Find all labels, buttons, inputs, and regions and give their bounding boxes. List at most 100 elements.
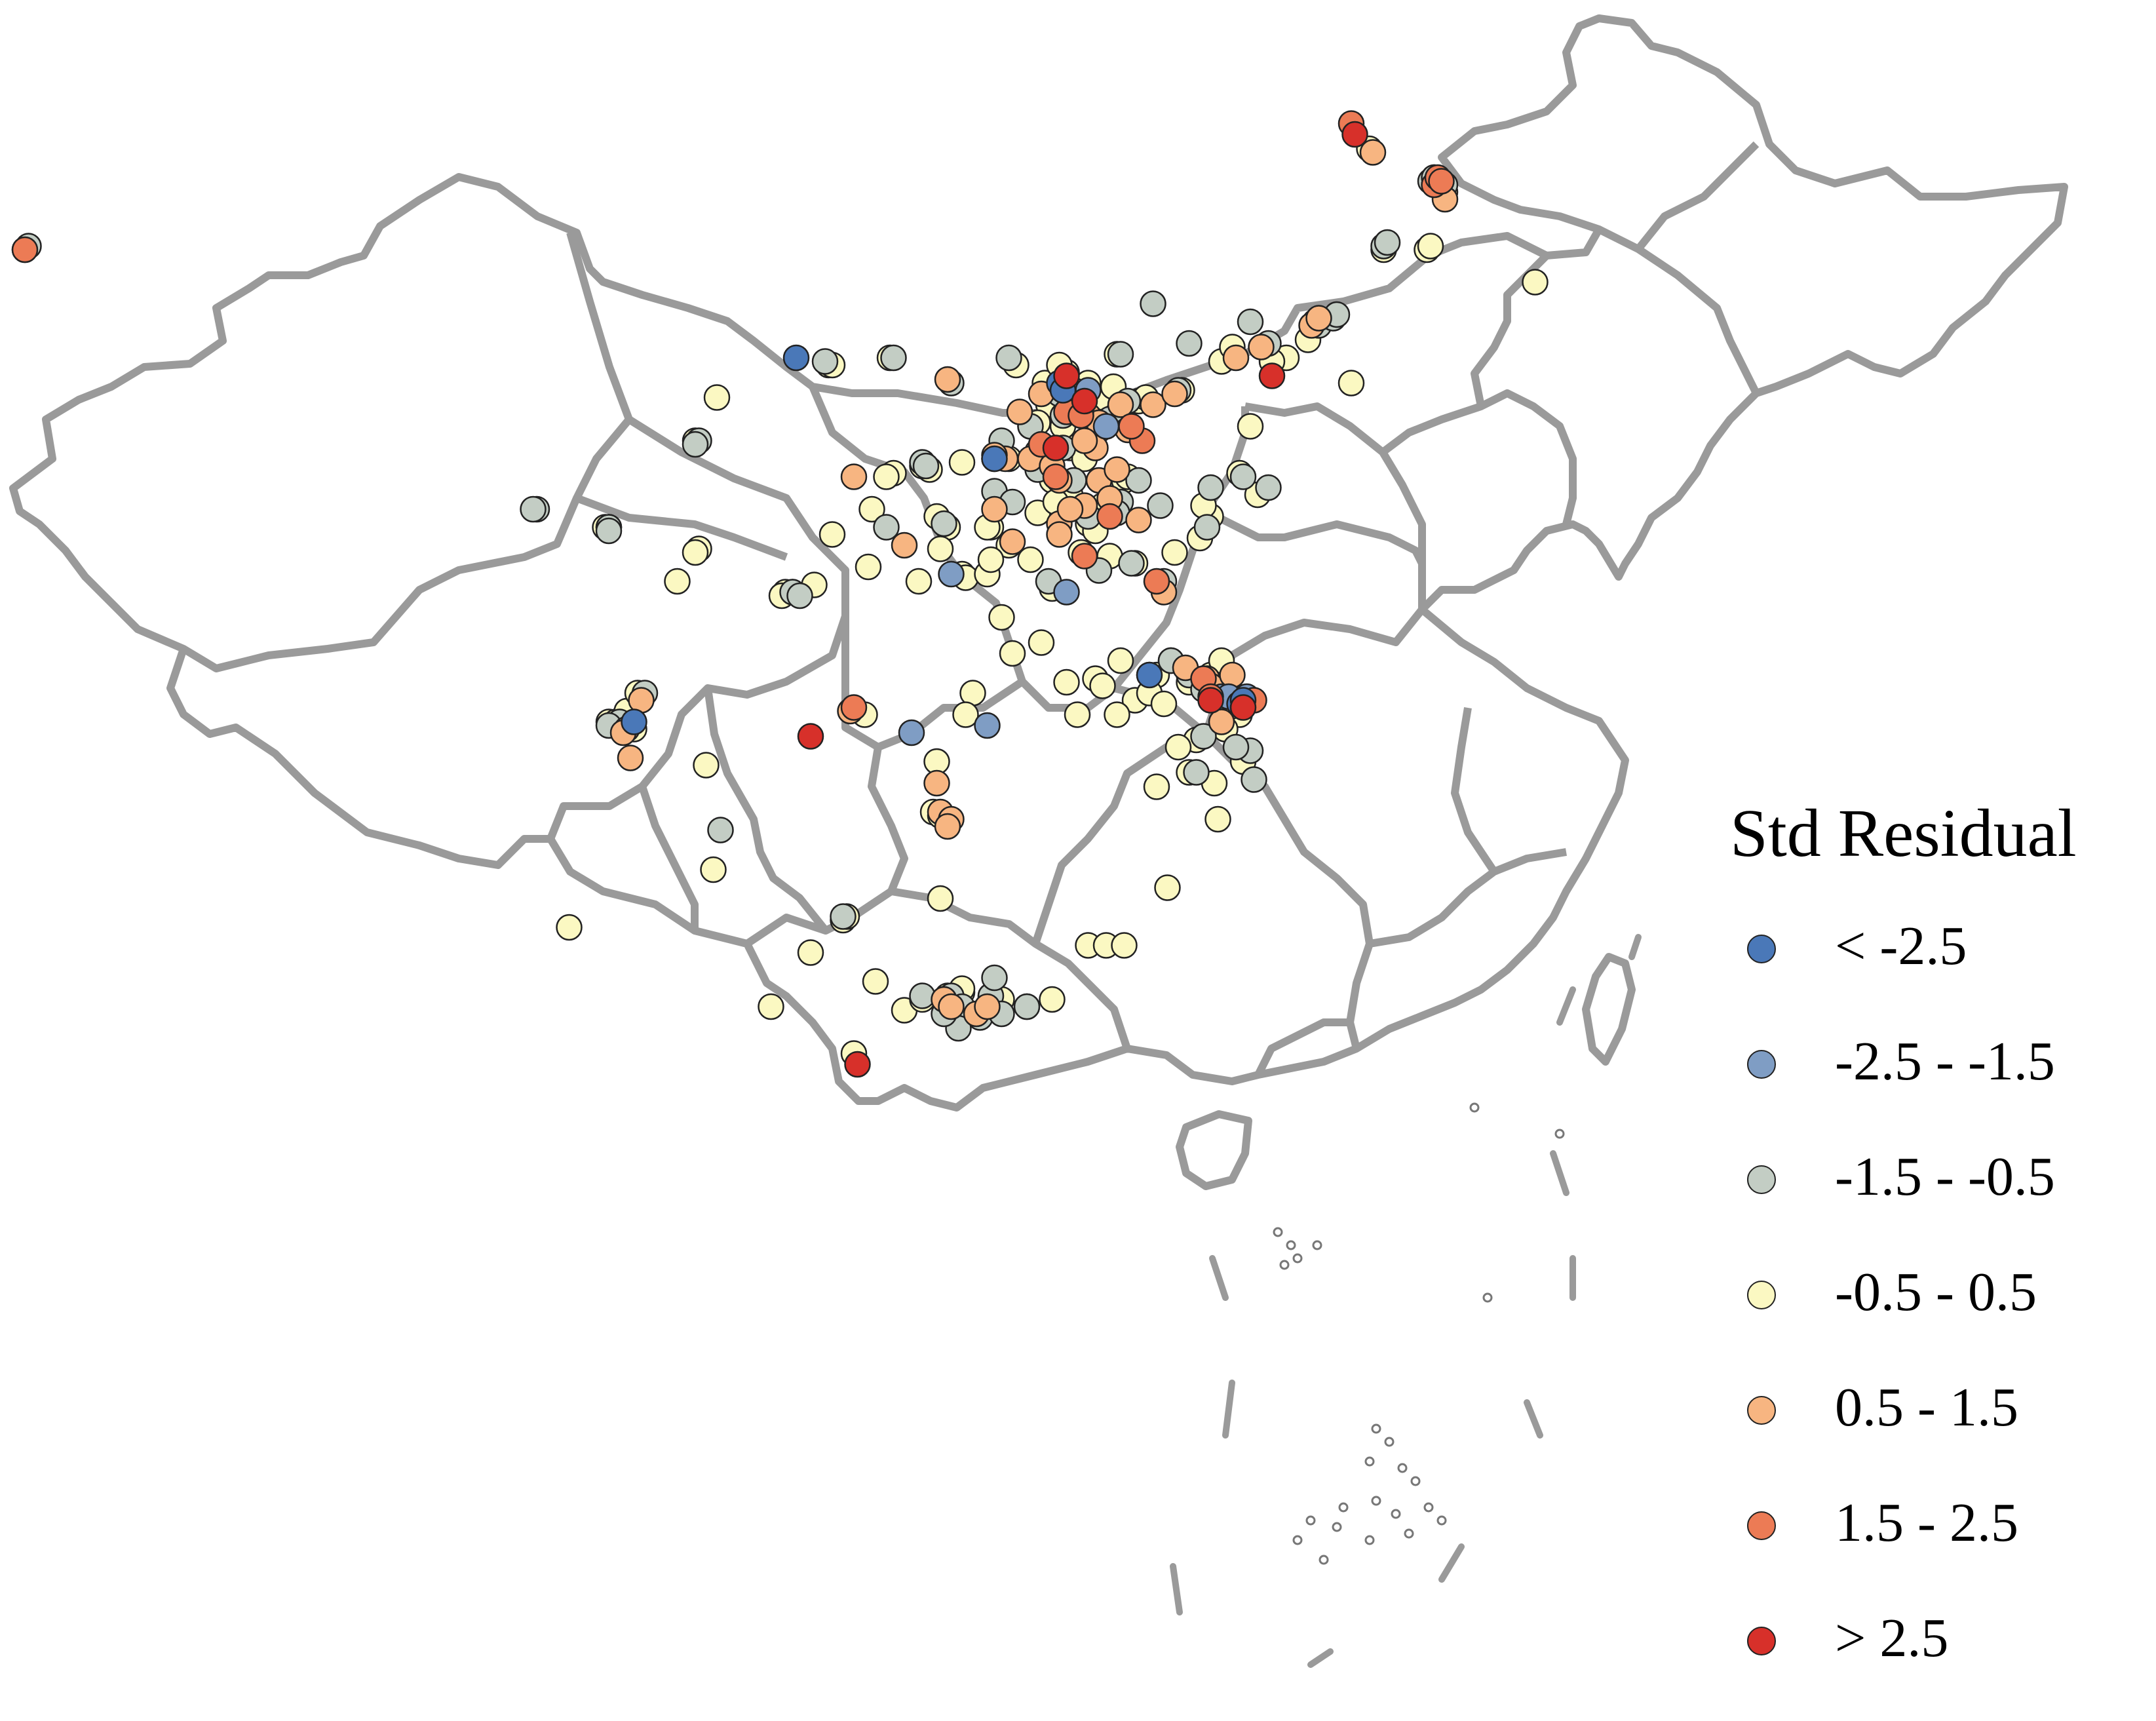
station-point — [1071, 427, 1098, 454]
island-marker — [1305, 1515, 1316, 1526]
station-point — [934, 813, 961, 840]
island-marker — [1397, 1463, 1408, 1473]
station-point — [1092, 413, 1120, 440]
station-point — [786, 582, 813, 609]
station-point — [1006, 398, 1033, 425]
station-point — [1222, 344, 1250, 372]
station-point — [782, 344, 810, 372]
station-point — [682, 431, 709, 458]
province-boundary — [1380, 389, 1577, 526]
legend-item: -2.5 - -1.5 — [1730, 1029, 2149, 1144]
station-point — [1143, 773, 1170, 800]
station-point — [1229, 463, 1257, 490]
island-marker — [1312, 1240, 1322, 1250]
island-marker — [1371, 1423, 1381, 1434]
station-point — [927, 535, 954, 562]
station-point — [664, 568, 691, 595]
island-marker — [1364, 1456, 1375, 1467]
island-marker — [1391, 1509, 1401, 1519]
station-point — [981, 445, 1008, 473]
south-china-sea-islands — [1170, 934, 1642, 1668]
maritime-boundary-dash — [1556, 986, 1576, 1026]
legend-item: 0.5 - 1.5 — [1730, 1375, 2149, 1490]
legend-item: > 2.5 — [1730, 1606, 2149, 1721]
island-marker — [1279, 1260, 1290, 1270]
station-point — [1039, 986, 1066, 1013]
station-point — [873, 514, 900, 541]
legend-label: 1.5 - 2.5 — [1835, 1492, 2018, 1553]
station-point — [909, 982, 936, 1009]
maritime-boundary-dash — [1170, 1563, 1183, 1615]
island-marker — [1292, 1535, 1303, 1545]
station-point — [818, 521, 846, 548]
province-boundary — [181, 231, 633, 672]
station-point — [707, 817, 734, 843]
legend-item: -1.5 - -0.5 — [1730, 1144, 2149, 1260]
station-point — [1176, 330, 1203, 357]
station-point — [700, 856, 727, 883]
island-marker — [1436, 1515, 1447, 1526]
station-point — [1374, 229, 1401, 256]
legend-swatch — [1747, 1165, 1776, 1194]
station-point — [1111, 932, 1138, 959]
province-boundary — [1369, 848, 1567, 948]
province-boundary — [575, 494, 788, 561]
legend-swatch — [1747, 1627, 1776, 1655]
station-point — [938, 560, 965, 588]
station-point — [1140, 391, 1166, 418]
station-point — [988, 604, 1015, 631]
station-point — [811, 348, 839, 375]
island-marker — [1338, 1502, 1349, 1513]
station-points — [11, 110, 1549, 1078]
station-point — [1046, 521, 1073, 548]
station-point — [1143, 568, 1170, 595]
station-point — [617, 744, 644, 771]
maritime-boundary-dash — [1438, 1543, 1465, 1583]
legend-label: < -2.5 — [1835, 916, 1967, 977]
station-point — [1197, 687, 1224, 714]
legend-label: -0.5 - 0.5 — [1835, 1262, 2037, 1323]
station-point — [1118, 550, 1145, 577]
province-boundary — [547, 416, 849, 841]
station-point — [1305, 305, 1332, 332]
station-point — [1248, 334, 1275, 360]
station-point — [693, 752, 720, 779]
maritime-boundary-dash — [1222, 1380, 1235, 1439]
station-point — [1104, 456, 1130, 483]
province-boundary — [704, 687, 829, 933]
province-boundary — [638, 785, 699, 931]
legend-rows: < -2.5 -2.5 - -1.5 -1.5 - -0.5 -0.5 - 0.5 0.… — [1730, 914, 2149, 1721]
island-marker — [1423, 1502, 1434, 1513]
station-point — [858, 495, 885, 523]
hainan-outline — [1176, 1110, 1252, 1190]
maritime-boundary-dash — [1307, 1648, 1334, 1668]
station-point — [1165, 733, 1192, 761]
island-marker — [1319, 1555, 1329, 1565]
province-boundary — [1254, 1018, 1350, 1077]
station-point — [898, 719, 925, 746]
station-point — [1053, 362, 1080, 389]
station-point — [995, 344, 1022, 372]
legend-item: < -2.5 — [1730, 914, 2149, 1029]
island-marker — [1371, 1496, 1381, 1506]
station-point — [862, 968, 889, 995]
station-point — [981, 495, 1008, 523]
station-point — [1064, 701, 1091, 728]
station-point — [1089, 672, 1116, 699]
station-point — [1359, 139, 1387, 166]
station-point — [1042, 435, 1069, 461]
station-point — [703, 384, 731, 411]
station-point — [855, 553, 882, 581]
station-point — [1042, 463, 1069, 490]
legend-swatch — [1747, 1511, 1776, 1540]
station-point — [999, 528, 1026, 555]
island-marker — [1410, 1476, 1421, 1486]
legend-label: 0.5 - 1.5 — [1835, 1377, 2018, 1438]
station-point — [1150, 690, 1178, 718]
station-point — [1241, 766, 1267, 793]
station-point — [880, 344, 907, 372]
station-point — [1125, 507, 1152, 533]
station-point — [1237, 308, 1264, 336]
station-point — [923, 769, 950, 797]
station-point — [927, 885, 954, 912]
